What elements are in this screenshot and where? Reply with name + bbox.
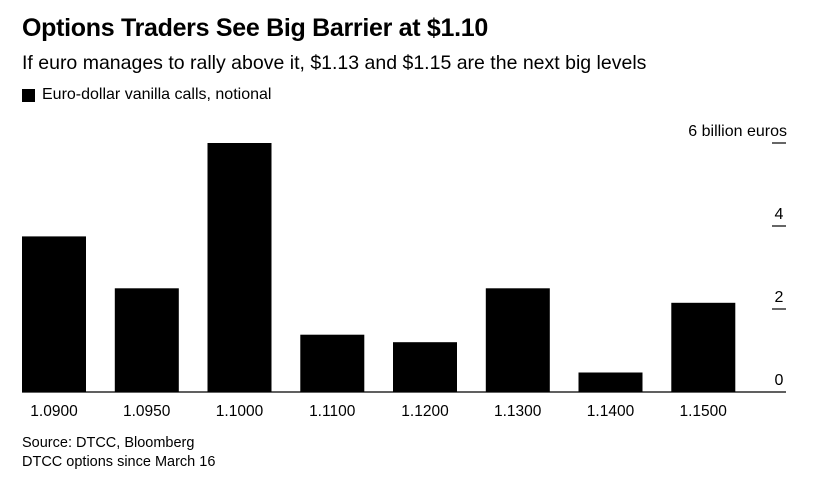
footnote: DTCC options since March 16 [22,454,216,470]
chart-footer: Source: DTCC, Bloomberg DTCC options sin… [22,434,215,472]
y-tick-label: 0 [775,372,784,389]
x-tick-label: 1.0900 [30,403,78,420]
bar-1.1100 [300,334,365,392]
bar-1.1200 [393,342,457,392]
chart-subtitle: If euro manages to rally above it, $1.13… [22,52,647,74]
bar-1.0950 [114,288,179,393]
bar-1.1400 [578,372,643,392]
x-tick-label: 1.1400 [587,403,635,420]
x-tick-label: 1.1100 [309,403,356,420]
x-tick-label: 1.1200 [401,403,449,420]
legend: Euro-dollar vanilla calls, notional [22,86,271,104]
y-tick-label: 6 billion euros [688,123,787,140]
x-tick-label: 1.1300 [494,403,542,420]
bar-1.1500 [671,302,736,392]
x-tick-label: 1.1000 [216,403,264,420]
source-note: Source: DTCC, Bloomberg [22,435,195,451]
chart-title: Options Traders See Big Barrier at $1.10 [22,14,488,42]
legend-label: Euro-dollar vanilla calls, notional [42,86,272,103]
x-tick-label: 1.0950 [123,403,171,420]
x-tick-label: 1.1500 [679,403,727,420]
y-tick-label: 2 [775,289,784,306]
bar-1.1000 [207,143,272,392]
y-tick-label: 4 [775,206,784,223]
bar-1.0900 [22,236,86,392]
legend-swatch [22,88,35,102]
bar-1.1300 [485,288,550,393]
